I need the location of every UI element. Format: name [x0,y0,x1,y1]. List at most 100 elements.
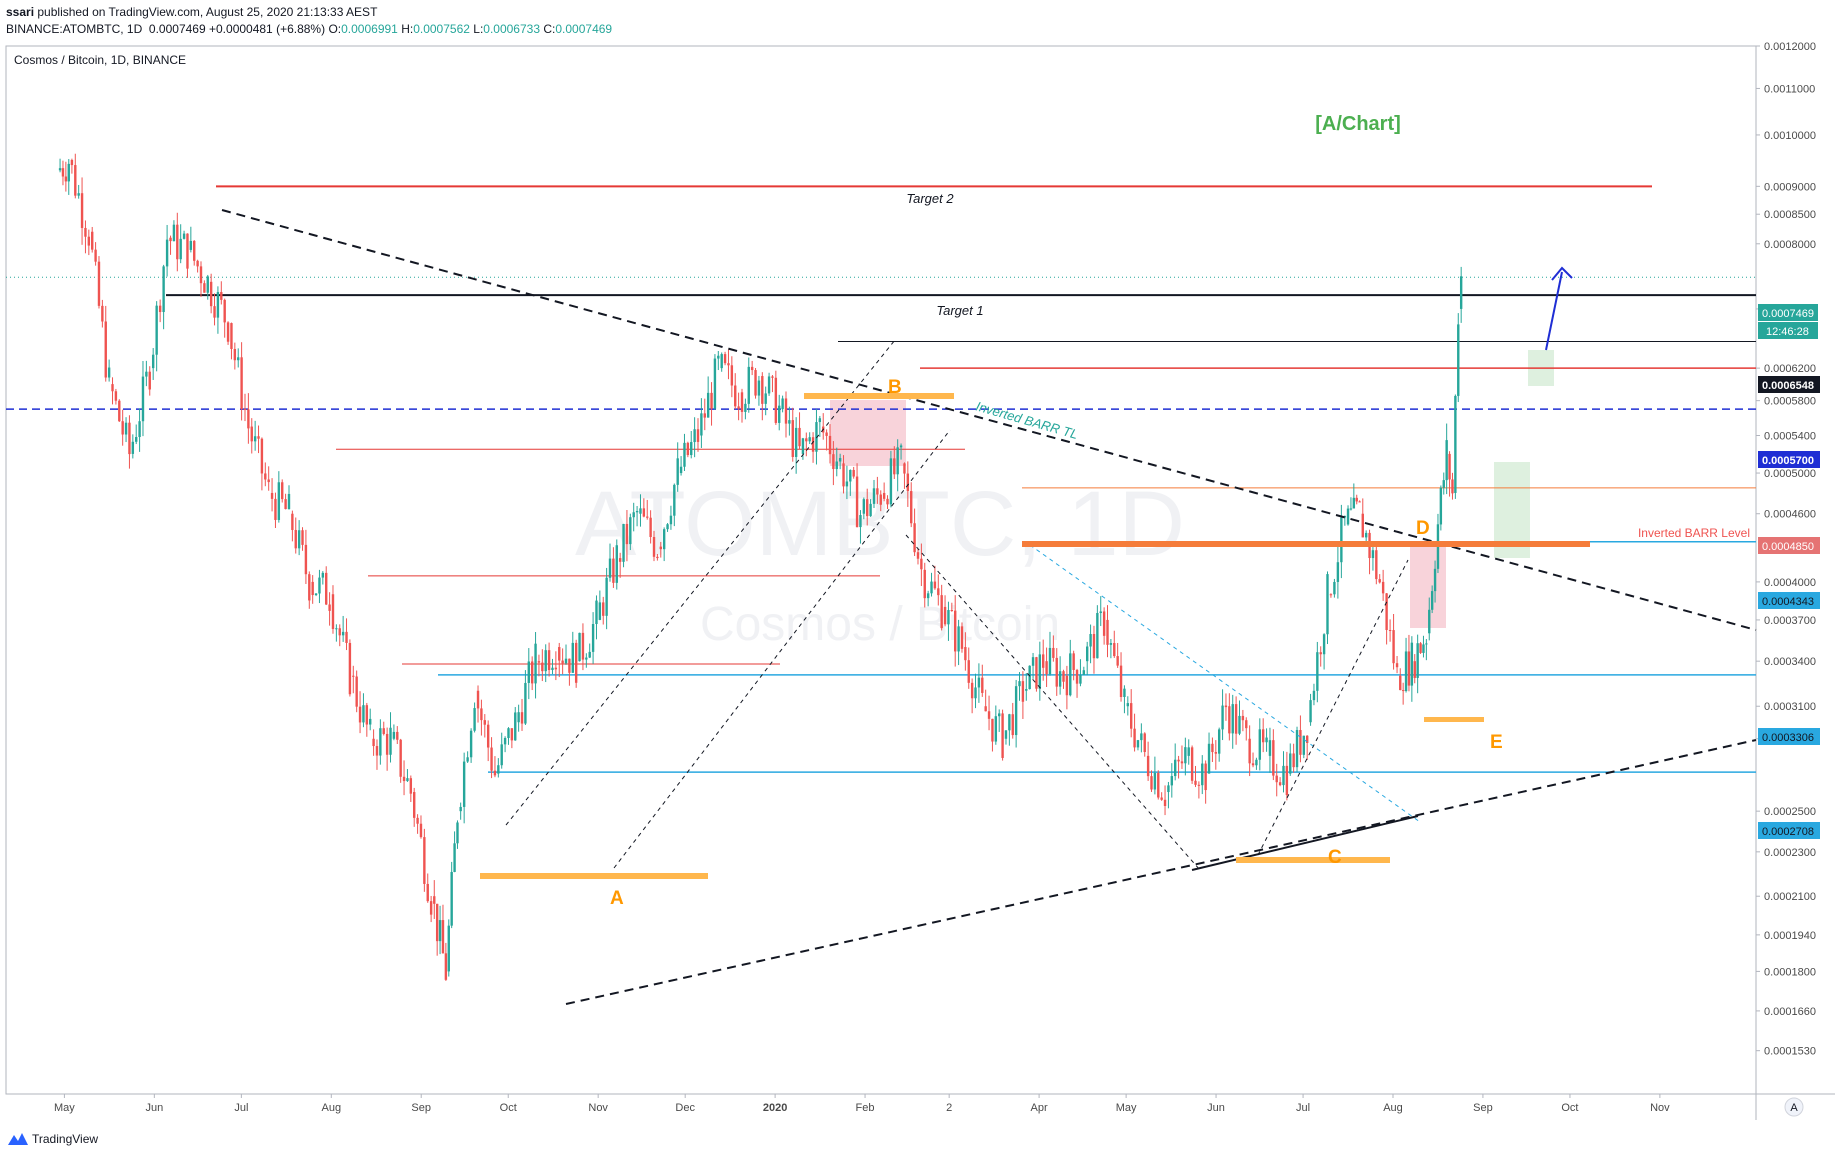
candle-body [121,421,124,435]
candle-body [1065,675,1069,696]
candle-body [1329,594,1333,596]
candle-body [564,658,568,664]
candle-body [615,545,618,583]
auto-scale-button[interactable] [1784,1097,1804,1117]
y-tick-label: 0.0011000 [1764,83,1815,95]
candle-body [930,581,933,594]
open-key: O: [328,22,342,36]
candle-body [1309,700,1312,723]
candle-body [148,371,151,390]
footer-brand[interactable]: TradingView [32,1132,99,1146]
candle-body [1217,729,1221,754]
candle-body [788,420,791,424]
candle-body [547,650,551,671]
candle-body [135,437,138,442]
candle-body [111,384,114,392]
candle-body [696,429,700,442]
candle-body [118,400,121,422]
candle-body [750,366,754,371]
candle-body [314,593,318,596]
candle-body [486,724,490,748]
candle-body [1439,487,1443,525]
candle-body [1433,568,1437,592]
low-key: L: [473,22,484,36]
candle-body [450,871,453,926]
candle-body [1072,653,1075,670]
candle-body [473,708,476,731]
candle-body [987,711,991,719]
publisher-user[interactable]: ssari [6,5,35,19]
candle-body [162,266,165,313]
candle-body [605,577,608,616]
candle-body [1399,675,1402,691]
candle-body [923,569,926,599]
candle-body [940,595,943,629]
candle-body [447,925,450,972]
candle-body [977,677,981,688]
candle-body [1001,713,1004,758]
candle-body [469,730,473,758]
candle-body [1129,703,1133,729]
candle-body [855,476,859,528]
lower-support-trendline[interactable] [565,739,1757,1005]
candle-body [1052,647,1055,658]
candle-body [284,499,287,510]
candle-body [740,392,744,412]
time-axis[interactable]: May Jun Jul Aug Sep Oct Nov Dec 2020 Feb 2 Apr May Ju… [54,1094,1670,1114]
candles [58,153,1463,981]
candle-body [717,355,720,359]
candle-body [578,632,581,662]
candle-body [1089,634,1092,647]
candle-body [1224,705,1228,708]
candle-body [1451,479,1454,494]
candle-body [588,651,591,658]
projection-arrow-line [1545,271,1563,351]
candle-body [1448,453,1451,480]
target-1-label: Target 1 [936,303,983,318]
candle-body [679,466,683,474]
point-c: C [1328,847,1342,868]
candle-body [382,728,385,734]
watermark-ticker: ATOMBTC, 1D [575,473,1185,575]
candle-body [240,357,243,410]
y-tick-label: 0.0003700 [1764,615,1816,627]
badge-4850: 0.0004850 [1762,541,1814,553]
candle-body [507,728,510,739]
candle-body [1375,550,1378,580]
candle-body [490,747,493,771]
candle-body [209,281,213,307]
candle-body [998,713,1001,717]
candle-body [933,581,937,589]
candle-body [1422,644,1425,653]
candle-body [957,626,960,652]
candle-body [247,409,250,429]
candle-body [744,403,747,412]
candle-body [970,682,974,699]
candle-body [1106,619,1109,645]
candle-body [385,733,389,755]
x-tick-label: Jul [1296,1102,1310,1114]
candle-body [101,305,104,322]
inverted-barr-trendline[interactable] [221,209,1757,631]
candle-body [226,322,230,342]
y-tick-label: 0.0008000 [1764,239,1816,251]
decline-channel [905,534,1201,871]
candle-body [429,901,433,915]
candle-body [172,224,176,242]
candle-body [1099,611,1102,614]
candle-body [216,292,220,318]
candle-body [453,843,456,872]
publish-header: ssari published on TradingView.com, Augu… [6,4,612,38]
candle-body [399,739,402,777]
candle-body [1113,643,1116,657]
zone-b [804,393,954,399]
candle-body [1221,705,1224,730]
candle-body [646,516,649,518]
target-2-label: Target 2 [906,191,954,206]
candle-body [459,806,462,812]
candle-body [375,746,379,756]
decline-channel-blue [1029,544,1421,823]
candle-body [1258,729,1262,760]
candle-body [1355,497,1358,502]
